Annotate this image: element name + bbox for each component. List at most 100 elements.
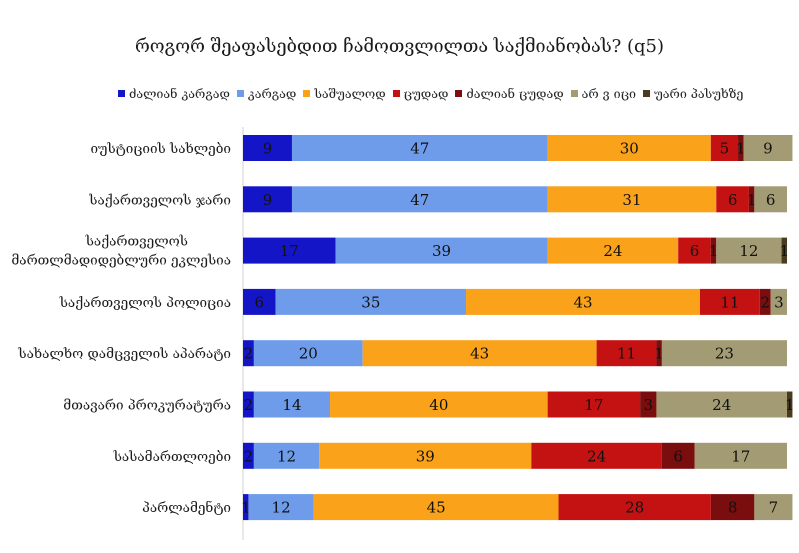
- bar-value-label: 3: [774, 293, 784, 311]
- bar-value-label: 17: [280, 242, 299, 260]
- bar-segment: [748, 186, 755, 213]
- bar-value-label: 1: [785, 396, 795, 414]
- bar-segment: [738, 135, 744, 161]
- bar-segment: [656, 340, 662, 367]
- bar-value-label: 2: [244, 447, 254, 465]
- bar-segment: [596, 340, 657, 367]
- bar-segment: [291, 135, 548, 161]
- bar-segment: [716, 237, 782, 264]
- bar-segment: [243, 442, 254, 469]
- bar-segment: [770, 288, 787, 315]
- bar-value-label: 24: [712, 396, 731, 414]
- legend-item: საშუალოდ: [303, 86, 386, 101]
- bar-value-label: 20: [299, 345, 318, 363]
- bar-value-label: 2: [244, 396, 254, 414]
- bar-segment: [781, 237, 787, 264]
- bar-value-label: 8: [728, 499, 738, 517]
- legend-label: საშუალოდ: [314, 86, 386, 101]
- category-label: საქართველოს მართლმადიდებლური ეკლესია: [11, 234, 231, 269]
- bar-segment: [291, 186, 548, 213]
- bar-segment: [547, 135, 711, 161]
- bar-segment: [531, 442, 662, 469]
- category-label: საქართველოს პოლიცია: [59, 295, 231, 311]
- legend-item: ცუდად: [392, 86, 449, 101]
- bar-value-label: 45: [427, 499, 446, 517]
- bar-segment: [759, 288, 771, 315]
- legend: ძალიან კარგად კარგად საშუალოდ ცუდად ძალიან ც…: [118, 86, 799, 101]
- legend-swatch: [303, 90, 311, 97]
- bar-segment: [275, 288, 467, 315]
- bar-segment: [547, 237, 679, 264]
- bar-segment: [248, 494, 314, 521]
- bar-value-label: 35: [361, 293, 380, 311]
- bar-segment: [243, 237, 336, 264]
- bar-segment: [754, 186, 787, 213]
- legend-swatch: [118, 90, 125, 97]
- bar-value-label: 2: [244, 345, 254, 363]
- bar-value-label: 2: [760, 293, 770, 311]
- bar-value-label: 12: [739, 242, 758, 260]
- bar-value-label: 17: [731, 447, 750, 465]
- bar-value-label: 24: [587, 447, 606, 465]
- category-label: მთავარი პროკურატურა: [63, 398, 231, 414]
- bar-value-label: 39: [416, 447, 435, 465]
- legend-label: ცუდად: [403, 86, 449, 101]
- category-label: სასამართლოები: [113, 449, 231, 465]
- bar-value-label: 47: [410, 140, 429, 158]
- bar-segment: [243, 186, 292, 213]
- bar-segment: [710, 494, 755, 521]
- bar-segment: [547, 391, 641, 418]
- bar-segment: [754, 494, 793, 521]
- bar-segment: [330, 391, 548, 418]
- bar-value-label: 23: [715, 345, 734, 363]
- bar-segment: [743, 135, 793, 161]
- bar-value-label: 6: [728, 191, 738, 209]
- legend-swatch: [570, 90, 578, 97]
- bar-segment: [710, 135, 739, 161]
- bar-segment: [640, 391, 657, 418]
- bar-segment: [243, 391, 254, 418]
- legend-swatch: [643, 90, 651, 97]
- bar-segment: [335, 237, 548, 264]
- category-label: პარლამენტი: [142, 500, 231, 516]
- legend-label: ძალიან ცუდად: [466, 86, 564, 101]
- bar-value-label: 43: [470, 345, 489, 363]
- bar-segment: [253, 340, 363, 367]
- bar-value-label: 6: [673, 447, 683, 465]
- bar-value-label: 11: [617, 345, 636, 363]
- bar-value-label: 43: [573, 293, 592, 311]
- bar-value-label: 1: [736, 140, 746, 158]
- bar-segment: [253, 442, 320, 469]
- category-label: საქართველოს ჯარი: [88, 192, 231, 208]
- bar-segment: [243, 494, 249, 521]
- bar-value-label: 1: [241, 499, 251, 517]
- legend-item: არ ვ იცი: [570, 86, 637, 101]
- bar-value-label: 5: [720, 140, 730, 158]
- chart-title: როგორ შეაფასებდით ჩამოთვლილთა საქმიანობა…: [134, 36, 665, 57]
- bar-value-label: 9: [763, 140, 773, 158]
- bar-segment: [787, 391, 793, 418]
- legend-item: ძალიან კარგად: [118, 86, 230, 101]
- bar-value-label: 6: [255, 293, 265, 311]
- bar-value-label: 39: [432, 242, 451, 260]
- bar-segment: [243, 288, 276, 315]
- bar-value-label: 1: [747, 191, 757, 209]
- category-label: სახალხო დამცველის აპარატი: [17, 346, 231, 362]
- bar-value-label: 28: [625, 499, 644, 517]
- bar-value-label: 9: [263, 191, 273, 209]
- legend-item: კარგად: [236, 86, 296, 101]
- bar-segment: [694, 442, 787, 469]
- bar-segment: [661, 340, 787, 367]
- bar-value-label: 1: [709, 242, 719, 260]
- bar-value-label: 24: [603, 242, 622, 260]
- bar-segment: [362, 340, 597, 367]
- bar-value-label: 7: [769, 499, 779, 517]
- bar-value-label: 1: [654, 345, 664, 363]
- legend-label: არ ვ იცი: [581, 86, 637, 101]
- bar-value-label: 40: [429, 396, 448, 414]
- legend-item: უარი პასუხზე: [643, 86, 743, 101]
- bar-value-label: 30: [620, 140, 639, 158]
- bar-segment: [466, 288, 700, 315]
- legend-item: ძალიან ცუდად: [455, 86, 564, 101]
